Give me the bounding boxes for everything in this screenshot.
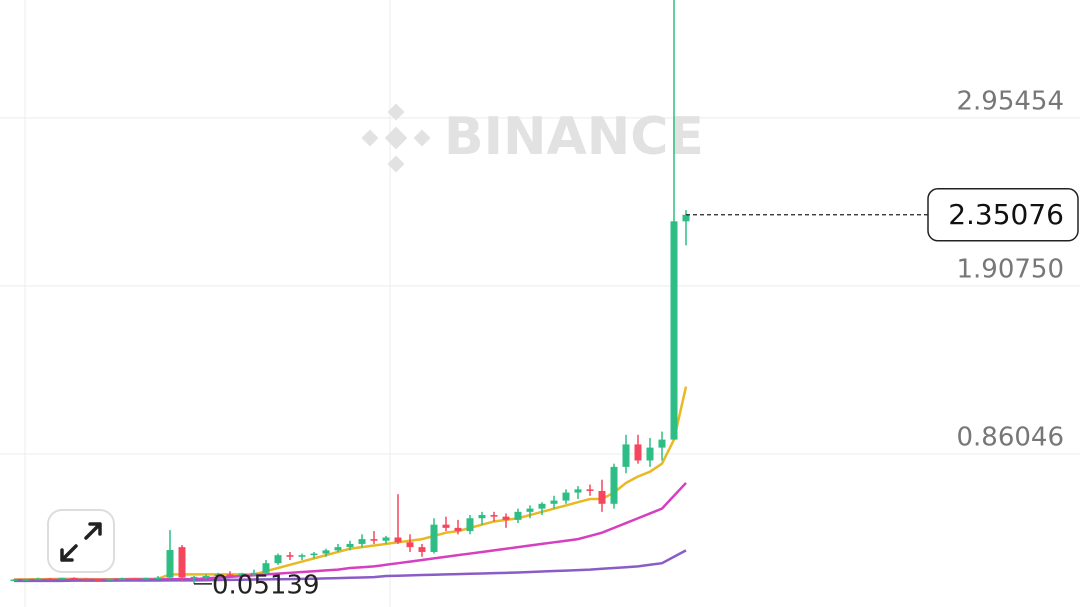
candle-body — [610, 466, 618, 504]
candle-body — [226, 574, 234, 576]
candle-body — [22, 579, 30, 581]
candle-body — [634, 444, 642, 461]
candle-body — [166, 550, 174, 578]
y-tick-label: 2.95454 — [956, 86, 1064, 116]
candle-body — [526, 508, 534, 512]
candle-body — [478, 515, 486, 519]
candle-body — [202, 576, 210, 578]
watermark: BINANCE — [361, 103, 704, 173]
candle-body — [382, 537, 390, 541]
candle-body — [514, 511, 522, 520]
candle-body — [430, 524, 438, 552]
expand-icon[interactable] — [60, 522, 102, 562]
candle-body — [394, 537, 402, 543]
candle-body — [346, 543, 354, 548]
candle-body — [682, 214, 690, 222]
candle-body — [586, 489, 594, 491]
watermark-text: BINANCE — [444, 107, 704, 167]
candle-body — [658, 439, 666, 448]
candle-body — [178, 547, 186, 578]
low-label: 0.05139 — [212, 570, 320, 600]
candle-body — [574, 489, 582, 493]
expand-button[interactable] — [47, 509, 115, 573]
candle-body — [58, 577, 66, 580]
watermark-logo — [361, 103, 431, 173]
candle-body — [286, 555, 294, 557]
button-frame[interactable] — [47, 509, 115, 573]
candle-body — [646, 447, 654, 461]
price-box — [927, 188, 1079, 242]
candle-body — [454, 527, 462, 532]
candle-body — [442, 524, 450, 528]
candle-body — [538, 503, 546, 509]
candle-body — [598, 490, 606, 504]
candle-body — [322, 550, 330, 554]
candle-body — [154, 577, 162, 580]
candle-body — [490, 515, 498, 517]
candle-body — [334, 547, 342, 551]
candle-body — [118, 578, 126, 580]
candle-body — [106, 578, 114, 581]
y-tick-label: 1.90750 — [956, 254, 1064, 284]
candle-body — [418, 547, 426, 552]
candle-body — [70, 577, 78, 580]
candle-body — [214, 574, 222, 577]
candle-body — [550, 500, 558, 504]
candle-body — [298, 555, 306, 557]
candle-body — [358, 539, 366, 544]
candle-body — [238, 573, 246, 576]
candle-body — [262, 563, 270, 573]
price-label: 2.35076 — [948, 198, 1064, 231]
candle-body — [82, 578, 90, 581]
y-tick-label: 0.86046 — [956, 422, 1064, 452]
candle-body — [34, 578, 42, 580]
candle-body — [622, 444, 630, 467]
candle-body — [406, 542, 414, 548]
candle-body — [130, 578, 138, 580]
candle-body — [142, 577, 150, 580]
candle-body — [502, 516, 510, 520]
candle-body — [562, 492, 570, 501]
candle-body — [10, 579, 18, 582]
candle-body — [370, 539, 378, 541]
candle-body — [466, 518, 474, 532]
moving-average-line — [14, 549, 687, 583]
candle-body — [46, 578, 54, 580]
candle-body — [670, 221, 678, 440]
candle-body — [274, 555, 282, 564]
candle-body — [94, 579, 102, 581]
candle-body — [250, 572, 258, 575]
candle-body — [310, 553, 318, 556]
candle-body — [190, 576, 198, 579]
